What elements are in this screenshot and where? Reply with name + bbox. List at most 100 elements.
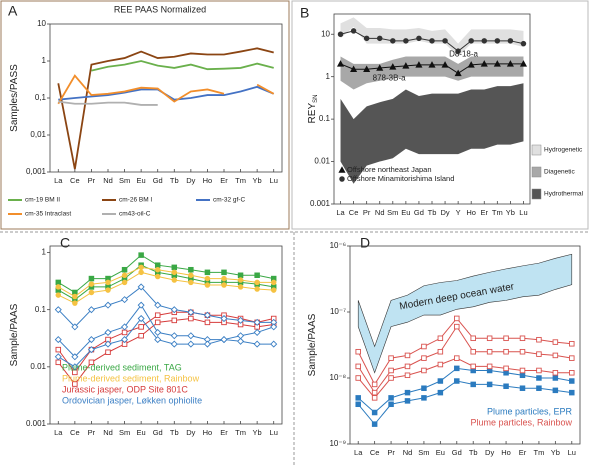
marker (171, 277, 178, 283)
marker (519, 385, 526, 391)
x-tick-label: La (336, 208, 345, 217)
marker (154, 312, 161, 318)
marker (204, 319, 211, 326)
marker (87, 346, 95, 354)
legend-label: cm-32 gf-C (213, 197, 245, 204)
marker (494, 38, 501, 44)
marker (519, 335, 526, 342)
x-tick-label: Dy (485, 448, 494, 457)
y-axis-label: Sample/PAAS (9, 303, 20, 366)
marker (470, 363, 476, 370)
marker (170, 340, 178, 348)
y-axis-label-text: Sample/PAAS (307, 313, 318, 376)
marker (536, 375, 542, 381)
marker (552, 387, 559, 394)
marker (415, 61, 423, 68)
y-axis-label: Sample/PAAS (307, 313, 318, 376)
y-tick-label: 10 (37, 19, 46, 28)
marker (237, 316, 245, 324)
x-tick-label: Eu (436, 448, 445, 457)
panel-label: D (360, 235, 370, 251)
marker (437, 389, 444, 396)
marker (154, 262, 161, 268)
marker (519, 367, 526, 374)
x-tick-label: Dy (440, 208, 449, 217)
x-tick-label: Y (456, 208, 461, 217)
marker (371, 389, 378, 396)
y-tick-label: 10⁻⁶ (330, 241, 346, 250)
x-tick-label: Ce (349, 208, 359, 217)
marker (552, 352, 559, 359)
x-tick-label: Sm (418, 448, 429, 457)
marker (170, 332, 178, 340)
marker (221, 275, 227, 282)
x-tick-label: Lu (519, 208, 527, 217)
marker (437, 378, 444, 384)
legend-label: Plume-derived sediment, Rainbow (62, 373, 200, 383)
marker (154, 266, 161, 273)
x-tick-label: Ho (501, 448, 511, 457)
x-tick-label: Yb (506, 208, 515, 217)
x-tick-label: Lu (270, 428, 278, 437)
marker (54, 306, 62, 314)
marker (121, 336, 129, 344)
x-tick-label: Tm (235, 176, 246, 185)
marker (88, 275, 95, 282)
x-tick-label: Pr (88, 176, 96, 185)
marker (388, 355, 394, 361)
marker (104, 301, 112, 309)
marker (270, 279, 277, 286)
y-axis-label: Samples/PASS (9, 64, 20, 132)
marker (403, 38, 409, 44)
marker (429, 38, 435, 44)
legend-marker (338, 166, 346, 173)
x-tick-label: Pr (387, 448, 395, 457)
marker (337, 31, 344, 37)
marker (336, 60, 345, 67)
marker (376, 35, 383, 42)
marker (187, 340, 195, 348)
marker (270, 287, 277, 293)
marker (552, 375, 559, 381)
marker (519, 348, 526, 355)
panel-label: C (60, 235, 70, 251)
x-tick-label: La (54, 428, 63, 437)
series-line (58, 264, 274, 301)
legend-label: Offshore northeast Japan (347, 165, 432, 174)
marker (121, 266, 128, 273)
marker (569, 355, 575, 361)
marker (421, 355, 427, 361)
marker (480, 60, 488, 67)
marker (454, 69, 462, 77)
marker (121, 296, 129, 304)
y-tick-label: 0,001 (26, 167, 47, 176)
x-tick-label: Tm (235, 428, 246, 437)
y-tick-label: 0,1 (35, 93, 47, 102)
marker (569, 370, 575, 376)
marker (171, 317, 178, 324)
marker (481, 38, 488, 44)
legend-label: Diagenetic (544, 169, 575, 176)
marker (552, 339, 559, 345)
marker (237, 337, 245, 345)
marker (350, 65, 358, 72)
series-line (57, 318, 274, 385)
marker (355, 401, 361, 408)
marker (204, 269, 211, 276)
marker (569, 389, 575, 396)
marker (454, 378, 460, 384)
marker (350, 28, 357, 34)
x-tick-label: Ce (70, 176, 80, 185)
marker (221, 269, 227, 276)
marker (506, 60, 514, 67)
legend-label: Hydrogenetic (544, 147, 583, 154)
x-tick-label: Lu (270, 176, 278, 185)
marker (170, 306, 178, 314)
panel-label: B (300, 5, 309, 21)
marker (552, 370, 559, 376)
y-tick-label: 10 (321, 29, 330, 38)
marker (104, 340, 112, 348)
marker (154, 301, 162, 309)
y-axis-label-subscript: SN (313, 95, 319, 103)
marker (71, 353, 79, 361)
